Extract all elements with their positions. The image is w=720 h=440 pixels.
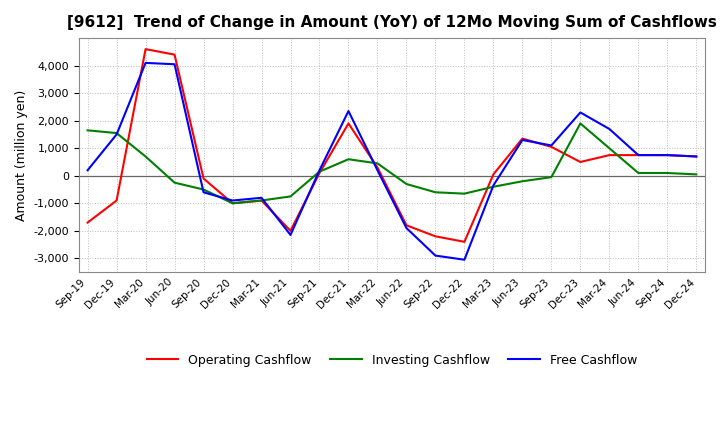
- Operating Cashflow: [315, 170, 324, 176]
- Operating Cashflow: [228, 201, 237, 206]
- Operating Cashflow: [257, 198, 266, 203]
- Free Cashflow: [112, 132, 121, 137]
- Investing Cashflow: [228, 201, 237, 206]
- Operating Cashflow: [402, 223, 411, 228]
- Operating Cashflow: [634, 153, 643, 158]
- Y-axis label: Amount (million yen): Amount (million yen): [15, 89, 28, 221]
- Operating Cashflow: [692, 154, 701, 159]
- Operating Cashflow: [286, 228, 294, 234]
- Legend: Operating Cashflow, Investing Cashflow, Free Cashflow: Operating Cashflow, Investing Cashflow, …: [142, 348, 642, 371]
- Free Cashflow: [199, 190, 208, 195]
- Title: [9612]  Trend of Change in Amount (YoY) of 12Mo Moving Sum of Cashflows: [9612] Trend of Change in Amount (YoY) o…: [67, 15, 717, 30]
- Investing Cashflow: [692, 172, 701, 177]
- Free Cashflow: [228, 198, 237, 203]
- Operating Cashflow: [112, 198, 121, 203]
- Investing Cashflow: [518, 179, 527, 184]
- Operating Cashflow: [576, 159, 585, 165]
- Free Cashflow: [489, 183, 498, 188]
- Free Cashflow: [141, 60, 150, 66]
- Operating Cashflow: [373, 165, 382, 170]
- Investing Cashflow: [489, 184, 498, 189]
- Investing Cashflow: [112, 130, 121, 136]
- Operating Cashflow: [547, 144, 556, 150]
- Investing Cashflow: [663, 170, 672, 176]
- Investing Cashflow: [634, 170, 643, 176]
- Free Cashflow: [460, 257, 469, 262]
- Line: Investing Cashflow: Investing Cashflow: [88, 124, 696, 203]
- Free Cashflow: [605, 126, 613, 132]
- Free Cashflow: [663, 153, 672, 158]
- Free Cashflow: [547, 143, 556, 148]
- Free Cashflow: [373, 168, 382, 173]
- Investing Cashflow: [286, 194, 294, 199]
- Free Cashflow: [576, 110, 585, 115]
- Operating Cashflow: [431, 234, 440, 239]
- Operating Cashflow: [199, 176, 208, 181]
- Investing Cashflow: [431, 190, 440, 195]
- Line: Operating Cashflow: Operating Cashflow: [88, 49, 696, 242]
- Investing Cashflow: [84, 128, 92, 133]
- Free Cashflow: [170, 62, 179, 67]
- Operating Cashflow: [489, 172, 498, 177]
- Investing Cashflow: [170, 180, 179, 185]
- Free Cashflow: [344, 108, 353, 114]
- Operating Cashflow: [663, 153, 672, 158]
- Investing Cashflow: [344, 157, 353, 162]
- Investing Cashflow: [257, 198, 266, 203]
- Free Cashflow: [692, 154, 701, 159]
- Free Cashflow: [315, 168, 324, 173]
- Operating Cashflow: [518, 136, 527, 141]
- Operating Cashflow: [84, 220, 92, 225]
- Operating Cashflow: [141, 47, 150, 52]
- Investing Cashflow: [605, 146, 613, 151]
- Operating Cashflow: [170, 52, 179, 57]
- Free Cashflow: [286, 232, 294, 238]
- Free Cashflow: [518, 137, 527, 143]
- Investing Cashflow: [576, 121, 585, 126]
- Investing Cashflow: [460, 191, 469, 196]
- Free Cashflow: [431, 253, 440, 258]
- Investing Cashflow: [547, 175, 556, 180]
- Investing Cashflow: [199, 187, 208, 192]
- Investing Cashflow: [315, 169, 324, 174]
- Line: Free Cashflow: Free Cashflow: [88, 63, 696, 260]
- Operating Cashflow: [605, 153, 613, 158]
- Operating Cashflow: [344, 121, 353, 126]
- Investing Cashflow: [373, 161, 382, 166]
- Investing Cashflow: [141, 154, 150, 159]
- Investing Cashflow: [402, 181, 411, 187]
- Free Cashflow: [84, 168, 92, 173]
- Free Cashflow: [257, 195, 266, 201]
- Free Cashflow: [634, 153, 643, 158]
- Free Cashflow: [402, 225, 411, 231]
- Operating Cashflow: [460, 239, 469, 245]
